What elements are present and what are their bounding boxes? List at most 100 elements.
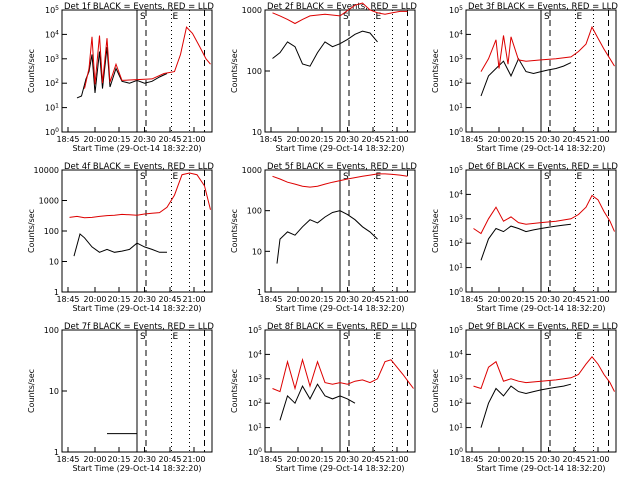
y-tick-label: 104 (449, 29, 463, 39)
x-tick-label: 20:45 (158, 295, 181, 304)
panel-title: Det 1f BLACK = Events, RED = LLD (64, 2, 214, 12)
y-tick-label: 102 (449, 398, 463, 408)
series-events (73, 233, 167, 257)
marker-label-s: S (140, 12, 146, 22)
x-tick-label: 20:15 (511, 295, 534, 304)
panel-title: Det 4f BLACK = Events, RED = LLD (64, 162, 214, 172)
y-tick-label: 100 (44, 227, 59, 236)
y-tick-label: 1000 (39, 197, 59, 206)
series-lld (69, 172, 211, 219)
y-tick-label: 1000 (242, 6, 262, 15)
y-tick-label: 104 (449, 189, 463, 199)
panel-title: Det 8f BLACK = Events, RED = LLD (267, 322, 417, 332)
y-tick-label: 1000 (242, 166, 262, 175)
x-axis-label: Start Time (29-Oct-14 18:32:20) (275, 304, 404, 313)
y-tick-label: 10 (49, 387, 59, 396)
marker-label-s: S (140, 332, 146, 342)
x-tick-label: 20:00 (83, 135, 106, 144)
x-tick-label: 20:15 (310, 135, 333, 144)
series-lld (473, 194, 615, 235)
panel-det-3: Det 3f BLACK = Events, RED = LLD 100 101 10… (431, 2, 618, 153)
x-tick-label: 20:15 (511, 455, 534, 464)
x-tick-label: 20:15 (310, 295, 333, 304)
x-tick-label: 20:30 (336, 135, 359, 144)
y-tick-label: 105 (449, 5, 463, 15)
y-tick-label: 10000 (34, 166, 59, 175)
x-tick-label: 20:30 (336, 295, 359, 304)
y-tick-label: 100 (247, 67, 262, 76)
marker-label-s: S (343, 172, 349, 182)
y-tick-label: 100 (44, 326, 59, 335)
y-tick-label: 104 (449, 349, 463, 359)
x-axis-label: Start Time (29-Oct-14 18:32:20) (72, 464, 201, 473)
panel-det-9: Det 9f BLACK = Events, RED = LLD 100 101 10… (431, 322, 618, 473)
x-tick-label: 21:00 (385, 135, 408, 144)
x-tick-label: 21:00 (586, 295, 609, 304)
x-tick-label: 21:00 (182, 455, 205, 464)
x-tick-label: 18:45 (460, 135, 483, 144)
panel-title: Det 9f BLACK = Events, RED = LLD (468, 322, 618, 332)
y-tick-label: 101 (449, 103, 463, 113)
x-tick-label: 20:45 (562, 455, 585, 464)
x-tick-label: 20:15 (511, 135, 534, 144)
marker-label-s: S (544, 332, 550, 342)
panel-title: Det 3f BLACK = Events, RED = LLD (468, 2, 618, 12)
y-tick-label: 100 (248, 447, 262, 457)
marker-label-e: E (376, 332, 382, 342)
x-tick-label: 21:00 (182, 295, 205, 304)
marker-label-e: E (577, 12, 583, 22)
x-tick-label: 20:45 (361, 295, 384, 304)
marker-label-s: S (544, 12, 550, 22)
series-events (272, 30, 378, 67)
series-lld (272, 357, 414, 393)
series-lld (480, 25, 615, 72)
panel-title: Det 5f BLACK = Events, RED = LLD (267, 162, 417, 172)
y-axis-label: Counts/sec (230, 369, 239, 413)
x-tick-label: 20:00 (487, 455, 510, 464)
x-tick-label: 21:00 (385, 455, 408, 464)
y-tick-label: 101 (248, 423, 262, 433)
y-axis-label: Counts/sec (27, 369, 36, 413)
x-tick-label: 18:45 (460, 455, 483, 464)
x-axis-label: Start Time (29-Oct-14 18:32:20) (476, 464, 605, 473)
marker-label-s: S (544, 172, 550, 182)
y-axis-label: Counts/sec (27, 209, 36, 253)
panel-det-2: Det 2f BLACK = Events, RED = LLD 10 100 100… (230, 2, 417, 153)
series-events (276, 210, 378, 264)
y-tick-label: 101 (449, 263, 463, 273)
x-tick-label: 18:45 (259, 295, 282, 304)
panel-det-8: Det 8f BLACK = Events, RED = LLD 100 101 10… (230, 322, 417, 473)
x-axis-label: Start Time (29-Oct-14 18:32:20) (275, 144, 404, 153)
x-tick-label: 20:00 (286, 455, 309, 464)
series-events (480, 383, 572, 428)
y-axis-label: Counts/sec (431, 209, 440, 253)
x-tick-label: 18:45 (259, 135, 282, 144)
y-tick-label: 102 (248, 398, 262, 408)
x-axis-label: Start Time (29-Oct-14 18:32:20) (476, 144, 605, 153)
y-tick-label: 105 (248, 325, 262, 335)
marker-label-s: S (343, 12, 349, 22)
x-tick-label: 21:00 (182, 135, 205, 144)
y-tick-label: 103 (449, 214, 463, 224)
x-tick-label: 20:45 (562, 135, 585, 144)
panel-det-4: Det 4f BLACK = Events, RED = LLD 1 10 100 10… (27, 162, 214, 313)
panel-det-1: Det 1f BLACK = Events, RED = LLD 100 101 10… (27, 2, 214, 153)
x-tick-label: 21:00 (385, 295, 408, 304)
marker-label-e: E (173, 332, 179, 342)
y-tick-label: 1 (54, 288, 59, 297)
series-lld (272, 2, 408, 25)
x-tick-label: 20:30 (537, 455, 560, 464)
x-axis-label: Start Time (29-Oct-14 18:32:20) (275, 464, 404, 473)
y-tick-label: 104 (45, 29, 59, 39)
y-tick-label: 10 (49, 258, 59, 267)
x-tick-label: 18:45 (56, 135, 79, 144)
x-tick-label: 21:00 (586, 135, 609, 144)
y-tick-label: 103 (45, 54, 59, 64)
y-tick-label: 104 (248, 349, 262, 359)
y-tick-label: 102 (449, 238, 463, 248)
y-axis-label: Counts/sec (230, 209, 239, 253)
x-tick-label: 20:45 (158, 455, 181, 464)
y-tick-label: 103 (449, 374, 463, 384)
x-tick-label: 18:45 (56, 295, 79, 304)
